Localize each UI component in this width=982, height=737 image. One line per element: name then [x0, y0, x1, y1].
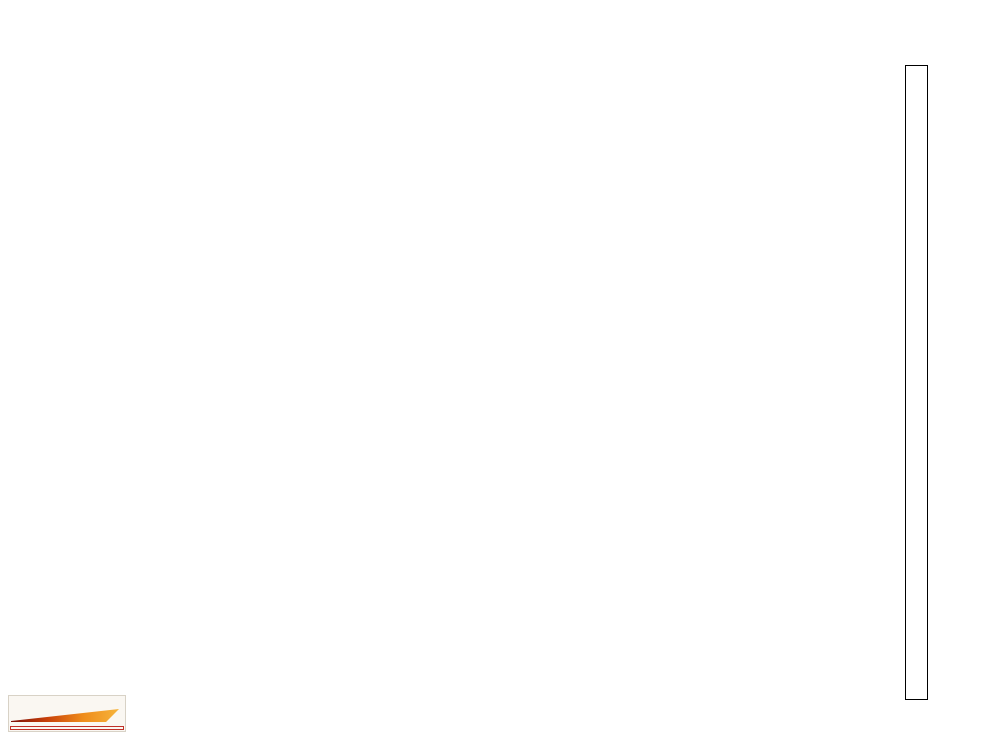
acis-swoosh-icon [11, 709, 119, 722]
acis-logo [8, 695, 126, 732]
acis-subtitle-text [10, 726, 124, 730]
colorbar [905, 65, 928, 700]
